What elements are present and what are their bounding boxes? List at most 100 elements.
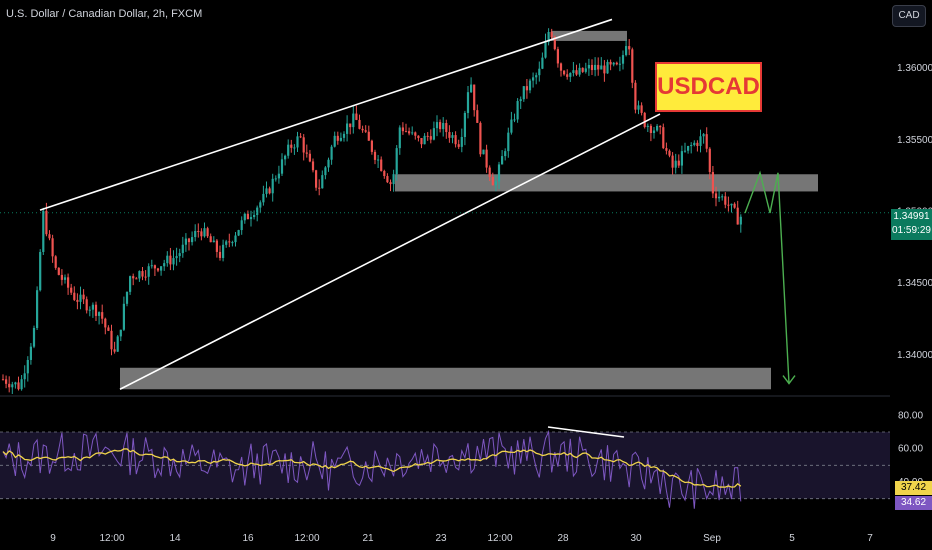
candle-body — [166, 255, 169, 264]
candle — [287, 139, 290, 159]
candle-body — [141, 271, 144, 277]
candle-body — [42, 210, 45, 252]
candle-body — [181, 244, 184, 254]
candle — [615, 61, 618, 66]
candle-body — [721, 196, 724, 198]
candle — [501, 150, 504, 165]
candle — [132, 273, 135, 286]
candle — [482, 149, 485, 155]
candle — [429, 129, 432, 144]
candle — [671, 152, 674, 175]
candle — [32, 325, 36, 349]
candle — [163, 259, 166, 271]
candle-body — [615, 62, 618, 65]
candle-body — [370, 140, 373, 152]
candle-body — [411, 132, 414, 134]
candle — [321, 170, 324, 189]
candle-body — [420, 138, 423, 145]
currency-button[interactable]: CAD — [892, 5, 926, 27]
candle-body — [160, 266, 163, 271]
rsi-value-tag: 34.62 — [895, 496, 932, 510]
candle — [361, 125, 364, 133]
candle — [535, 72, 538, 85]
candle — [76, 293, 79, 310]
candle — [572, 61, 575, 77]
candle-body — [153, 265, 156, 269]
candle-body — [423, 135, 426, 145]
candle — [373, 149, 377, 165]
candle-body — [510, 119, 513, 133]
candle — [702, 132, 705, 144]
candle-body — [88, 309, 91, 311]
candle — [197, 223, 200, 238]
candle — [299, 133, 302, 139]
candle-body — [243, 213, 246, 221]
candle-body — [702, 134, 705, 137]
candle — [665, 142, 668, 155]
price-pane[interactable] — [0, 18, 890, 395]
candle-body — [178, 253, 181, 257]
candle — [107, 325, 110, 332]
candle — [380, 156, 383, 172]
candle-body — [311, 161, 315, 171]
rsi-pane[interactable] — [0, 426, 890, 509]
candle-body — [54, 256, 57, 268]
candle — [160, 266, 163, 276]
candle-body — [349, 123, 352, 128]
candle — [398, 125, 401, 155]
candle-body — [262, 193, 265, 203]
candle — [417, 135, 420, 142]
candle-body — [463, 112, 466, 137]
candle — [39, 249, 42, 292]
candle-body — [308, 153, 311, 162]
candle-body — [426, 135, 429, 137]
candle-body — [367, 131, 370, 141]
candle — [432, 121, 435, 141]
candle — [26, 356, 29, 382]
candle — [435, 115, 439, 137]
candle-body — [696, 142, 699, 146]
candle-body — [485, 149, 488, 168]
candle — [714, 186, 718, 207]
candle-body — [138, 271, 141, 279]
candle — [603, 60, 606, 82]
candle-body — [683, 150, 687, 152]
candle-body — [321, 175, 324, 189]
candle-body — [296, 136, 299, 148]
candle-body — [659, 125, 662, 128]
candle-body — [212, 240, 215, 243]
time-tick-label: 5 — [789, 533, 795, 544]
candle-body — [144, 276, 147, 278]
candle — [578, 63, 581, 77]
candle — [200, 228, 203, 241]
candle — [315, 169, 318, 191]
candle-body — [218, 251, 222, 258]
candle — [408, 127, 411, 136]
candle — [284, 154, 287, 166]
time-tick-label: 9 — [50, 533, 56, 544]
candle-body — [488, 167, 491, 177]
candle-body — [572, 70, 575, 73]
time-axis[interactable]: 9 12:00 14 16 12:00 21 23 12:00 28 30 Sep 5 7 — [50, 533, 873, 544]
candle — [504, 148, 507, 161]
candle — [29, 343, 32, 365]
candle — [677, 154, 680, 168]
candle — [532, 72, 535, 88]
candle-body — [389, 182, 392, 185]
candle-body — [392, 174, 395, 185]
candle-body — [733, 203, 736, 208]
candle-body — [634, 82, 637, 110]
candle — [5, 375, 8, 389]
candle — [718, 189, 721, 202]
candle-body — [191, 237, 194, 243]
candle — [708, 147, 711, 180]
candle-body — [625, 46, 628, 56]
candle — [457, 139, 460, 149]
candle — [445, 119, 448, 139]
candle-body — [649, 125, 652, 133]
candle — [401, 122, 404, 135]
candle-body — [559, 63, 563, 71]
candle-body — [330, 146, 333, 160]
candle — [448, 125, 451, 143]
